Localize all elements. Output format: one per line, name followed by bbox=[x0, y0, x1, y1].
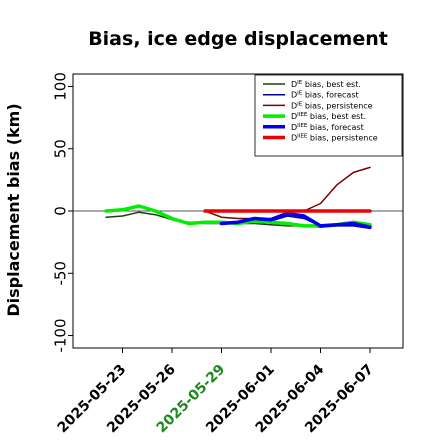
y-tick-label: 50 bbox=[51, 139, 69, 158]
x-axis: 2025-05-232025-05-262025-05-292025-06-01… bbox=[55, 348, 377, 436]
legend: DIE bias, best est. DIE bias, forecastDIE… bbox=[254, 74, 403, 157]
legend-label: DIIEE bias, forecast bbox=[291, 123, 364, 132]
series-line-5 bbox=[219, 211, 372, 229]
y-tick-label: 0 bbox=[51, 206, 69, 216]
chart-title: Bias, ice edge displacement bbox=[88, 28, 388, 50]
y-axis-label: Displacement bias (km) bbox=[4, 103, 23, 316]
legend-label: DIE bias, persistence bbox=[291, 101, 373, 110]
y-axis: -100 -50 0 50 100 bbox=[51, 72, 73, 353]
y-tick-label: -100 bbox=[51, 319, 69, 353]
legend-label: DIE bias, best est. bbox=[291, 80, 361, 89]
legend-label: DIIEE bias, best est. bbox=[291, 112, 366, 121]
series-layer bbox=[104, 166, 372, 230]
legend-label: DIIEE bias, persistence bbox=[291, 134, 378, 143]
y-tick-label: 100 bbox=[51, 72, 69, 101]
legend-label: DIE bias, forecast bbox=[291, 91, 359, 100]
y-tick-label: -50 bbox=[51, 261, 69, 286]
